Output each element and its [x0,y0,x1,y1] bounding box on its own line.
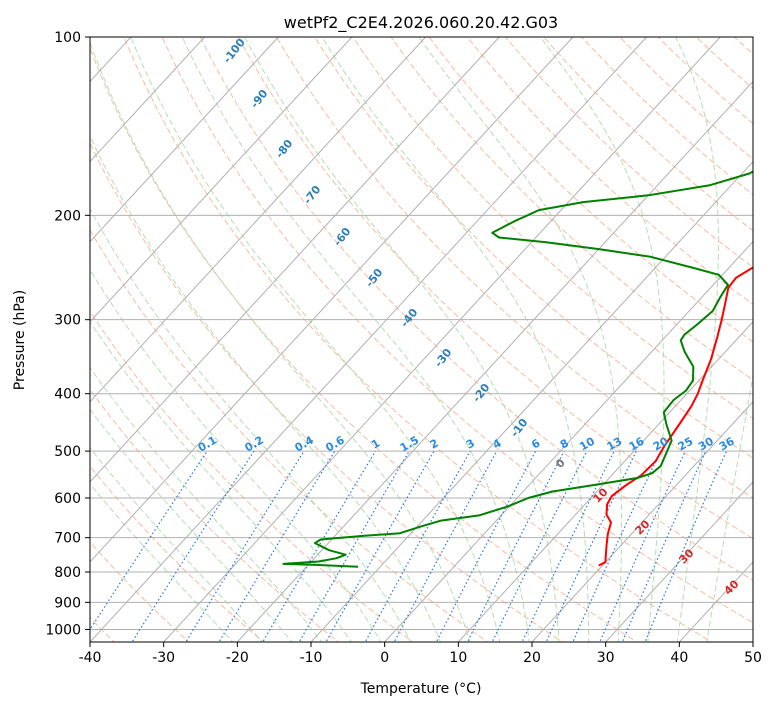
isotherm-line [90,37,353,323]
isotherm-line [90,37,574,563]
mixing-ratio-line [298,450,410,642]
mixing-ratio-line [393,450,498,642]
moist-adiabat-line [321,37,590,642]
x-tick-label: 30 [597,650,615,666]
moist-adiabat-line [130,37,501,642]
moist-adiabat-line [90,41,471,642]
mixing-ratio-line [185,450,305,642]
x-axis-title: Temperature (°C) [360,681,482,697]
plot-area [90,37,753,642]
moist-adiabat-line [90,320,352,642]
moist-adiabat-line [706,372,753,642]
x-tick-label: -10 [300,650,323,666]
isotherm-line [310,160,753,642]
isotherm-line [457,320,753,642]
dry-adiabat-line [237,37,753,540]
dry-adiabat-line [123,37,713,642]
moist-adiabat-line [181,37,530,642]
dry-adiabat-line [390,37,753,381]
x-tick-label: -20 [226,650,249,666]
y-tick-label: 200 [54,208,81,224]
isotherm-line [605,481,753,642]
x-tick-label: -30 [152,650,175,666]
y-tick-label: 1000 [45,622,81,638]
y-tick-label: 300 [54,313,81,329]
grid-layer [0,24,775,645]
moist-adiabat-line [539,37,665,642]
mixing-ratio-line [90,450,208,631]
isotherm-line [531,401,753,642]
mixing-ratio-line [466,450,565,642]
y-tick-label: 800 [54,565,81,581]
axes-frame [89,36,754,643]
x-tick-label: 0 [380,650,389,666]
axes: -40 -30 -20 -10 0 10 20 30 40 50 100 200 300 400 500 60… [45,30,762,666]
x-tick-label: 10 [449,650,467,666]
mixing-ratio-line [218,450,336,642]
mixing-ratio-line [572,450,662,642]
mixing-ratio-line [131,450,255,642]
y-axis-title: Pressure (hPa) [12,290,28,390]
series-layer [282,170,753,568]
x-tick-label: 50 [744,650,762,666]
y-tick-label: 700 [54,531,81,547]
mixing-ratio-line [545,450,637,642]
dry-adiabat-line [276,37,753,499]
temperature-profile-line [598,266,753,567]
dry-adiabat-line [199,37,753,581]
isotherm-line [752,641,753,642]
isotherm-line [0,37,57,642]
x-tick-label: 20 [523,650,541,666]
plot-background [90,37,753,642]
y-tick-label: 400 [54,387,81,403]
isotherm-line [90,37,500,483]
isotherm-line [90,37,279,243]
mixing-ratio-line [435,450,537,642]
y-tick-label: 600 [54,491,81,507]
dry-adiabat-line [314,37,753,459]
mixing-ratio-line [644,450,728,642]
y-tick-label: 100 [54,30,81,46]
isotherm-line [90,37,426,403]
y-tick-label: 900 [54,595,81,611]
moist-adiabat-line [674,37,719,642]
mixing-ratio-line [521,450,615,642]
isotherm-line [384,240,753,642]
dewpoint-profile-line [282,170,753,568]
isotherm-line [163,37,721,642]
dry-adiabat-line [758,24,775,645]
y-tick-label: 500 [54,444,81,460]
mixing-ratio-line [262,450,376,642]
chart-title: wetPf2_C2E4.2026.060.20.42.G03 [284,13,558,33]
x-tick-label: 40 [670,650,688,666]
isotherm-line [90,37,647,642]
x-tick-label: -40 [79,650,102,666]
isotherm-line [236,80,753,642]
isotherm-line [90,37,205,163]
